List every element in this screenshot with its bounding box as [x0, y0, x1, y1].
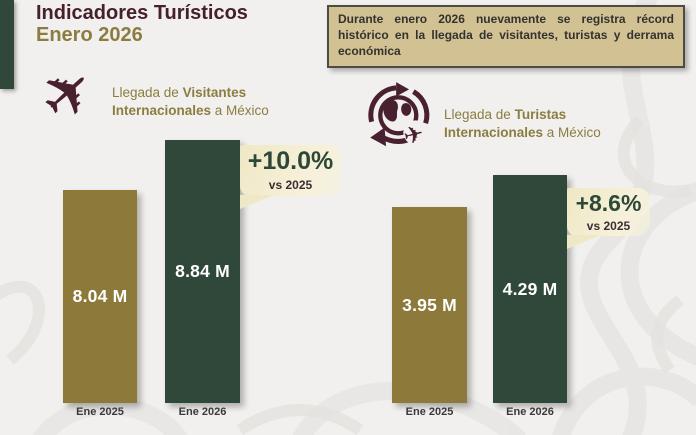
chart-title-bold: Turistas Internacionales	[444, 106, 567, 141]
chart-title-suffix: a México	[211, 103, 269, 119]
change-note: vs 2025	[586, 218, 631, 233]
globe-plane-icon: ✈	[368, 82, 430, 151]
title-line1: Indicadores Turísticos	[36, 2, 248, 24]
left-accent-stripe	[0, 0, 14, 89]
bar-value-label: 8.04 M	[72, 286, 128, 306]
change-note: vs 2025	[268, 178, 313, 192]
chart-title-prefix: Llegada de	[444, 106, 515, 122]
chart-title-bold: Visitantes Internacionales	[112, 84, 247, 119]
bar-value-label: 8.84 M	[175, 261, 230, 281]
bar-turistas-ene-2025: 3.95 M	[392, 207, 467, 403]
bar-turistas-ene-2026: 4.29 M	[493, 175, 567, 403]
chart-title-visitantes: Llegada de Visitantes Internacionales a …	[112, 84, 290, 121]
change-percent: +8.6%	[575, 189, 642, 216]
title-line2: Enero 2026	[36, 24, 143, 46]
chart-title-suffix: a México	[543, 125, 601, 141]
chart-title-turistas: Llegada de Turistas Internacionales a Mé…	[444, 106, 629, 143]
tick-label: Ene 2025	[76, 406, 124, 418]
highlight-banner: Durante enero 2026 nuevamente se registr…	[327, 5, 685, 68]
bar-visitantes-ene-2026: 8.84 M	[165, 140, 240, 403]
page-title: Indicadores Turísticos Enero 2026	[36, 2, 248, 46]
banner-text: Durante enero 2026 nuevamente se registr…	[338, 12, 674, 58]
tick-label: Ene 2026	[178, 406, 227, 418]
bar-value-label: 3.95 M	[402, 294, 457, 315]
tick-label: Ene 2026	[506, 406, 554, 418]
chart-title-prefix: Llegada de	[112, 84, 183, 100]
change-percent: +10.0%	[247, 147, 334, 175]
change-badge-turistas: +8.6% vs 2025	[567, 188, 650, 249]
tick-label: Ene 2025	[405, 406, 454, 418]
bar-value-label: 4.29 M	[502, 278, 558, 299]
bar-visitantes-ene-2025: 8.04 M	[63, 190, 137, 403]
change-badge-visitantes: +10.0% vs 2025	[240, 145, 341, 209]
